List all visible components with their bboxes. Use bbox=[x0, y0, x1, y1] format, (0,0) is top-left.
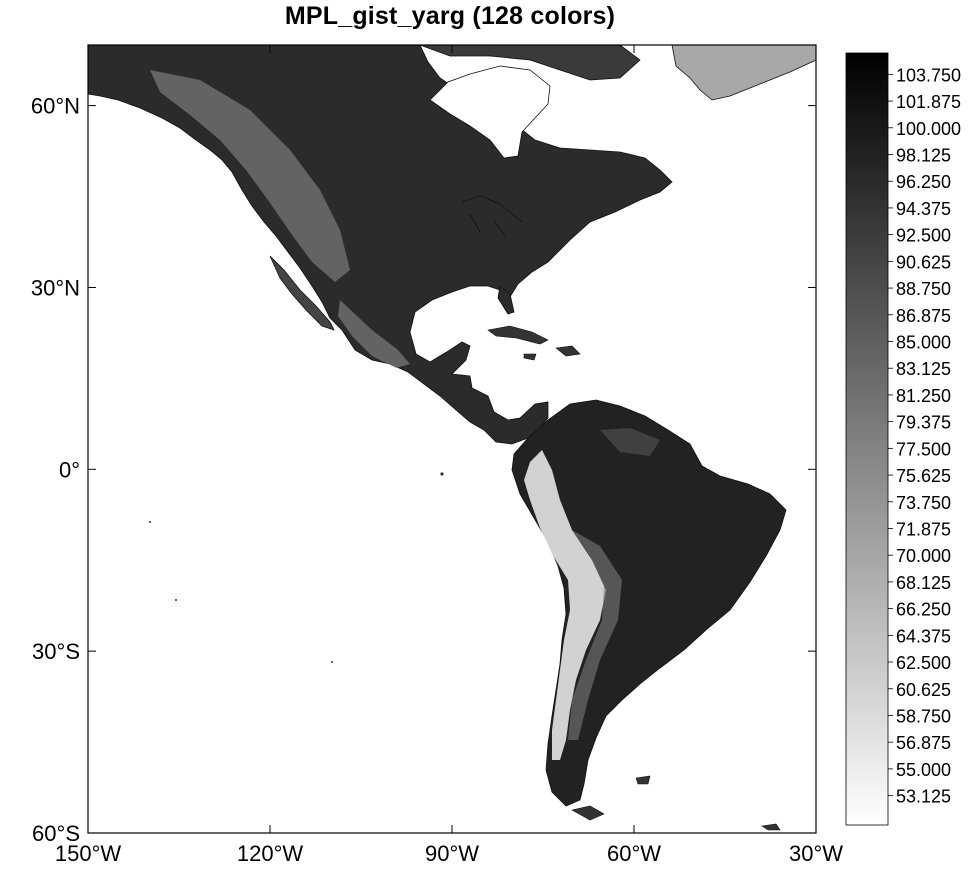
lat-tick-label: 30°S bbox=[32, 639, 80, 664]
tierra-del-fuego bbox=[571, 805, 605, 821]
pacific-island bbox=[331, 661, 333, 663]
colorbar-label: 73.750 bbox=[896, 493, 951, 513]
lon-tick-label: 60°W bbox=[607, 841, 661, 866]
arctic-islands bbox=[419, 45, 641, 81]
colorbar-label: 53.125 bbox=[896, 787, 951, 807]
lat-tick-label: 60°N bbox=[31, 94, 80, 119]
colorbar-label: 75.625 bbox=[896, 466, 951, 486]
colorbar-label: 77.500 bbox=[896, 439, 951, 459]
colorbar-label: 66.250 bbox=[896, 600, 951, 620]
colorbar-label: 60.625 bbox=[896, 680, 951, 700]
rocky-mountains-relief bbox=[150, 70, 350, 282]
guiana-highlands bbox=[600, 428, 660, 456]
baja-peninsula bbox=[269, 255, 335, 331]
colorbar-label: 83.125 bbox=[896, 359, 951, 379]
great-lakes bbox=[461, 195, 523, 237]
colorbar-label: 88.750 bbox=[896, 279, 951, 299]
colorbar-label: 71.875 bbox=[896, 519, 951, 539]
colorbar-label: 55.000 bbox=[896, 760, 951, 780]
lat-tick-label: 30°N bbox=[31, 275, 80, 300]
lat-tick-label: 0° bbox=[59, 457, 80, 482]
colorbar-label: 62.500 bbox=[896, 653, 951, 673]
colorbar-label: 94.375 bbox=[896, 199, 951, 219]
colorbar-label: 68.125 bbox=[896, 573, 951, 593]
colorbar-label: 64.375 bbox=[896, 626, 951, 646]
hispaniola-island bbox=[555, 345, 581, 357]
south-georgia bbox=[761, 823, 781, 831]
colorbar-label: 86.875 bbox=[896, 306, 951, 326]
jamaica-island bbox=[523, 353, 537, 361]
mexico-highlands bbox=[338, 300, 410, 368]
galapagos-islands bbox=[440, 472, 444, 476]
cuba-island bbox=[487, 325, 549, 345]
greenland-landmass bbox=[671, 45, 816, 101]
falkland-islands bbox=[635, 775, 651, 785]
andes-foothills bbox=[568, 530, 622, 740]
colorbar-label: 98.125 bbox=[896, 146, 951, 166]
lon-tick-label: 30°W bbox=[789, 841, 843, 866]
colorbar-label: 56.875 bbox=[896, 733, 951, 753]
lon-tick-label: 120°W bbox=[237, 841, 304, 866]
andes-mountains-relief bbox=[524, 450, 606, 760]
colorbar-label: 100.000 bbox=[896, 119, 961, 139]
lon-tick-label: 90°W bbox=[425, 841, 479, 866]
map-title: MPL_gist_yarg (128 colors) bbox=[284, 2, 616, 30]
colorbar-label: 58.750 bbox=[896, 706, 951, 726]
florida-peninsula bbox=[497, 285, 515, 315]
map-axis-ticks: 150°W 120°W 90°W 60°W 30°W 60°N 30°N 0° 30°S 60°S bbox=[31, 45, 843, 866]
colorbar-label: 85.000 bbox=[896, 332, 951, 352]
colorbar-label: 79.375 bbox=[896, 413, 951, 433]
colorbar-label: 101.875 bbox=[896, 92, 961, 112]
pacific-island bbox=[175, 599, 177, 601]
hudson-bay bbox=[429, 65, 551, 159]
pacific-island bbox=[149, 521, 151, 523]
colorbar-label: 70.000 bbox=[896, 546, 951, 566]
colorbar-frame bbox=[845, 52, 889, 826]
colorbar-ramp bbox=[846, 53, 888, 825]
land-masses bbox=[88, 45, 816, 831]
colorbar-label: 103.750 bbox=[896, 65, 961, 85]
colorbar-labels: 103.750 101.875 100.000 98.125 96.250 94.375 9… bbox=[888, 65, 961, 807]
lon-tick-label: 150°W bbox=[55, 841, 122, 866]
colorbar-label: 96.250 bbox=[896, 172, 951, 192]
lat-tick-label: 60°S bbox=[32, 821, 80, 846]
colorbar-label: 90.625 bbox=[896, 252, 951, 272]
colorbar-label: 81.250 bbox=[896, 386, 951, 406]
colorbar-label: 92.500 bbox=[896, 226, 951, 246]
